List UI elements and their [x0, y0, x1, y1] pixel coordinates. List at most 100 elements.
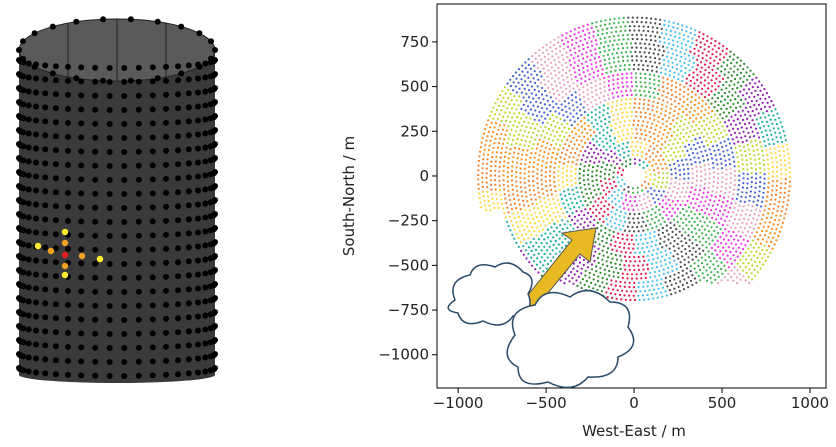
heliostat	[645, 233, 647, 235]
heliostat	[704, 173, 706, 175]
heliostat	[727, 200, 729, 202]
heliostat	[611, 194, 613, 196]
heliostat	[698, 275, 700, 277]
heliostat	[559, 144, 561, 146]
heliostat	[719, 75, 721, 77]
sensor	[92, 345, 98, 351]
heliostat	[569, 59, 571, 61]
heliostat	[769, 106, 771, 108]
heliostat	[680, 65, 682, 67]
sensor	[136, 261, 142, 267]
sensor	[92, 247, 98, 253]
heliostat	[666, 101, 668, 103]
heliostat	[582, 204, 584, 206]
heliostat	[738, 205, 740, 207]
heliostat	[615, 241, 617, 243]
heliostat	[746, 66, 748, 68]
heliostat	[551, 208, 553, 210]
sensor	[121, 163, 127, 169]
heliostat	[681, 24, 683, 26]
heliostat	[605, 242, 607, 244]
heliostat	[558, 94, 560, 96]
heliostat	[663, 42, 665, 44]
heliostat	[731, 198, 733, 200]
sensor	[73, 75, 79, 81]
heliostat	[707, 87, 709, 89]
heliostat	[656, 185, 658, 187]
sensor	[53, 77, 59, 83]
heliostat	[526, 149, 528, 151]
heliostat	[479, 151, 481, 153]
heliostat	[536, 226, 538, 228]
heliostat	[754, 235, 756, 237]
sensor	[212, 337, 218, 343]
heliostat	[593, 219, 595, 221]
heliostat	[664, 236, 666, 238]
sensor	[92, 233, 98, 239]
heliostat	[673, 274, 675, 276]
heliostat	[637, 209, 639, 211]
heliostat	[730, 235, 732, 237]
heliostat	[607, 214, 609, 216]
heliostat	[596, 227, 598, 229]
heliostat	[737, 102, 739, 104]
heliostat	[580, 120, 582, 122]
heliostat	[573, 67, 575, 69]
heliostat	[571, 131, 573, 133]
heliostat	[708, 230, 710, 232]
heliostat	[643, 99, 645, 101]
heliostat	[531, 61, 533, 63]
heliostat	[692, 120, 694, 122]
sensor	[33, 146, 39, 152]
heliostat	[702, 100, 704, 102]
heliostat	[700, 41, 702, 43]
heliostat	[534, 194, 536, 196]
heliostat	[567, 204, 569, 206]
heliostat	[514, 147, 516, 149]
heliostat	[606, 237, 608, 239]
heliostat	[600, 171, 602, 173]
heliostat	[660, 112, 662, 114]
heliostat	[754, 90, 756, 92]
heliostat	[550, 161, 552, 163]
heliostat	[591, 40, 593, 42]
heliostat	[550, 260, 552, 262]
heliostat	[628, 120, 630, 122]
heliostat	[530, 81, 532, 83]
heliostat	[780, 173, 782, 175]
sensor	[121, 247, 127, 253]
heliostat	[516, 162, 518, 164]
sensor	[175, 273, 181, 279]
heliostat	[698, 50, 700, 52]
heliostat	[666, 177, 668, 179]
sensor	[163, 246, 169, 252]
heliostat	[649, 48, 651, 50]
heliostat	[654, 201, 656, 203]
heliostat	[678, 164, 680, 166]
heliostat	[540, 126, 542, 128]
heliostat	[540, 174, 542, 176]
heliostat	[531, 92, 533, 94]
heliostat	[745, 192, 747, 194]
heliostat	[509, 199, 511, 201]
heliostat	[594, 99, 596, 101]
heliostat	[712, 162, 714, 164]
heliostat	[588, 276, 590, 278]
heliostat	[726, 125, 728, 127]
heliostat	[669, 139, 671, 141]
heliostat	[643, 103, 645, 105]
heliostat	[690, 32, 692, 34]
heliostat	[608, 58, 610, 60]
heliostat	[614, 245, 616, 247]
heliostat	[654, 57, 656, 59]
heliostat	[748, 268, 750, 270]
heliostat	[650, 245, 652, 247]
heliostat	[586, 42, 588, 44]
heliostat	[549, 232, 551, 234]
heliostat	[700, 61, 702, 63]
heliostat	[571, 184, 573, 186]
heliostat	[597, 248, 599, 250]
heliostat	[770, 152, 772, 154]
heliostat	[781, 126, 783, 128]
heliostat	[662, 46, 664, 48]
